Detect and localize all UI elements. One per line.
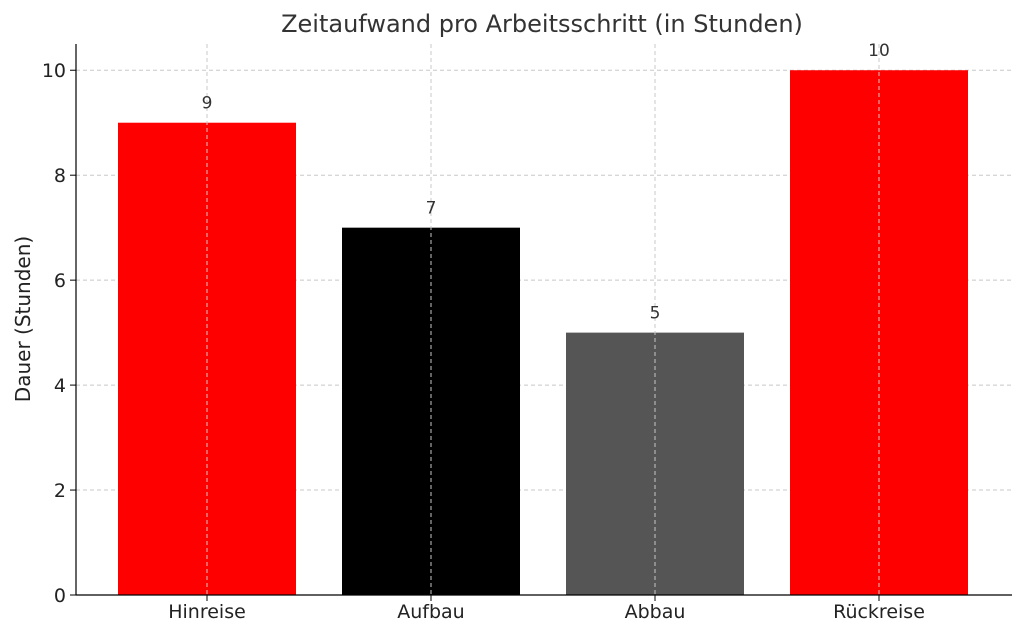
y-tick-label: 10	[42, 60, 66, 82]
y-axis-label: Dauer (Stunden)	[11, 236, 35, 402]
y-tick-label: 6	[54, 270, 66, 292]
x-tick-label: Hinreise	[168, 601, 246, 623]
chart-title: Zeitaufwand pro Arbeitsschritt (in Stund…	[281, 10, 803, 38]
data-label: 10	[868, 41, 890, 61]
x-tick-label: Rückreise	[833, 601, 925, 623]
data-label: 9	[202, 94, 213, 114]
y-tick-label: 0	[54, 585, 66, 607]
data-label: 5	[650, 304, 661, 324]
data-label: 7	[426, 199, 437, 219]
axes	[70, 44, 1012, 601]
bars	[118, 70, 968, 595]
x-tick-label: Abbau	[625, 601, 686, 623]
vertical-grid-lines	[206, 44, 880, 595]
labels: 0 2 4 6 8 10 Hinreise 9 Aufbau 7 Abbau 5 Rückreise 10	[42, 41, 925, 623]
y-tick-label: 2	[54, 480, 66, 502]
y-tick-label: 4	[54, 375, 66, 397]
y-tick-label: 8	[54, 165, 66, 187]
x-tick-label: Aufbau	[397, 601, 464, 623]
